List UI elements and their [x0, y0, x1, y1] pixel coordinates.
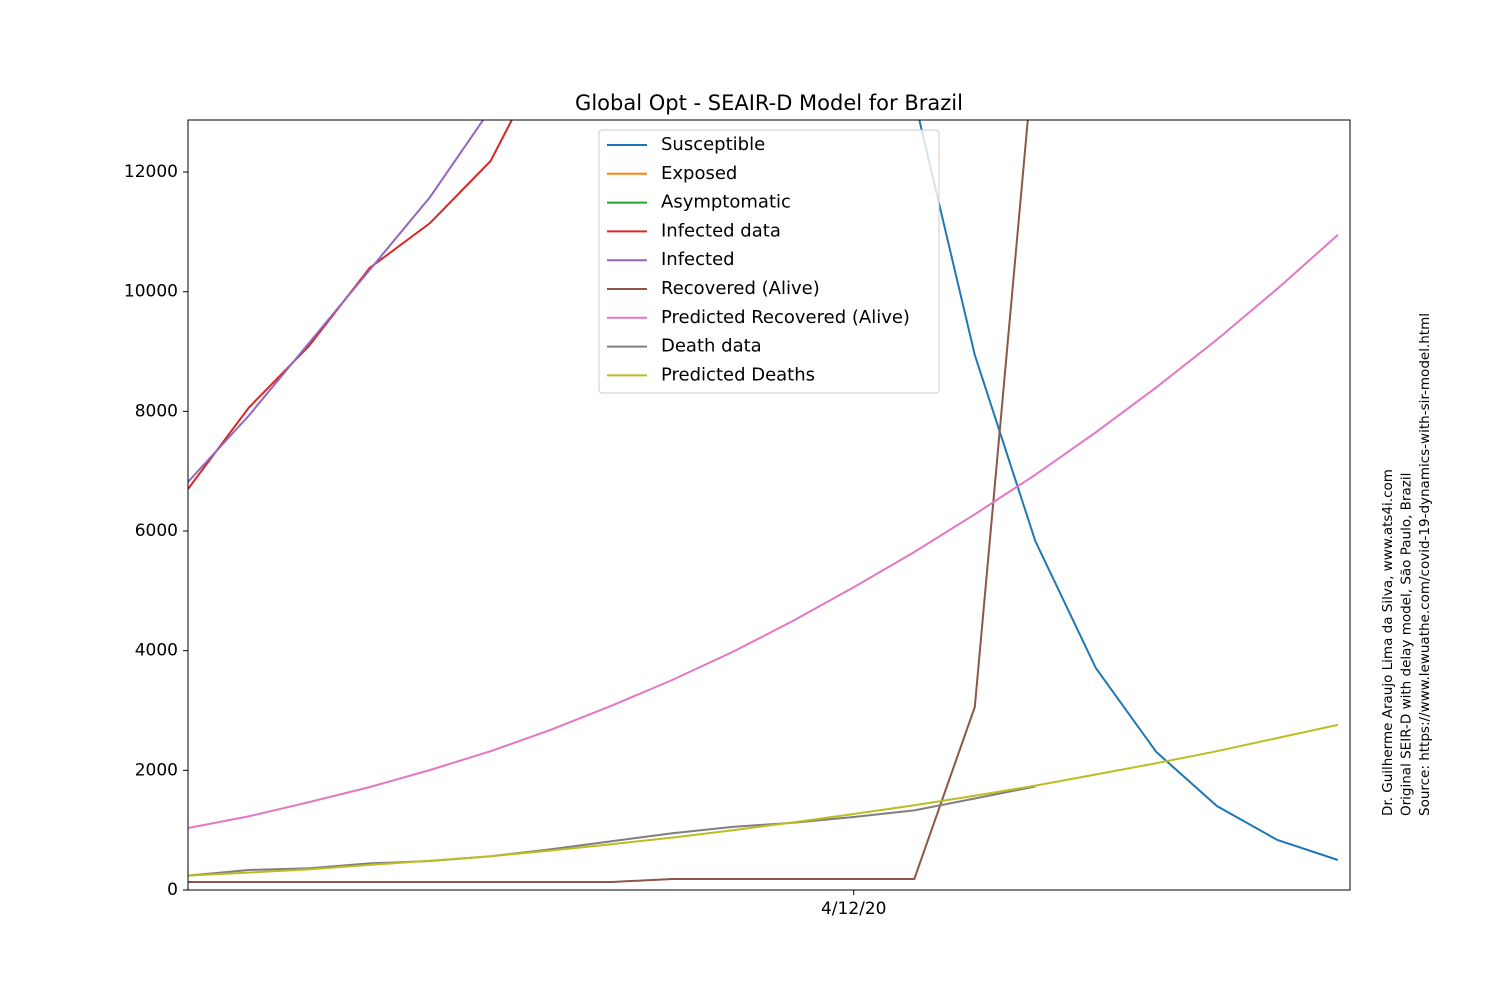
legend-label: Predicted Deaths: [661, 364, 815, 385]
series-line: [188, 723, 1339, 877]
y-tick-label: 10000: [124, 282, 178, 302]
series-line: [918, 120, 1339, 861]
plot-area: [188, 120, 1339, 883]
y-tick-label: 6000: [135, 521, 178, 541]
legend-label: Susceptible: [661, 134, 765, 155]
legend-label: Recovered (Alive): [661, 278, 820, 299]
y-tick-label: 4000: [135, 641, 178, 661]
series-line: [188, 120, 485, 483]
side-note: Source: https://www.lewuathe.com/covid-1…: [1417, 313, 1433, 816]
series-line: [188, 120, 1029, 883]
legend-label: Infected: [661, 249, 735, 270]
y-tick-label: 8000: [135, 401, 178, 421]
series-line: [188, 120, 513, 490]
side-note: Original SEIR-D with delay model, São Pa…: [1399, 473, 1415, 816]
y-tick-label: 0: [167, 880, 178, 900]
axes-frame: [187, 119, 1351, 891]
series-line: [188, 234, 1339, 829]
legend-box: [598, 129, 940, 394]
legend-label: Infected data: [661, 220, 781, 241]
legend-label: Asymptomatic: [661, 192, 791, 213]
x-tick-label: 4/12/20: [821, 899, 887, 919]
side-note: Dr. Guilherme Araujo Lima da Silva, www.…: [1380, 469, 1396, 816]
series-line: [188, 785, 1036, 877]
chart-title: Global Opt - SEAIR-D Model for Brazil: [575, 91, 963, 115]
legend-label: Death data: [661, 336, 762, 357]
legend-label: Exposed: [661, 163, 737, 184]
y-tick-label: 12000: [124, 162, 178, 182]
legend-label: Predicted Recovered (Alive): [661, 307, 910, 328]
y-tick-label: 2000: [135, 760, 178, 780]
